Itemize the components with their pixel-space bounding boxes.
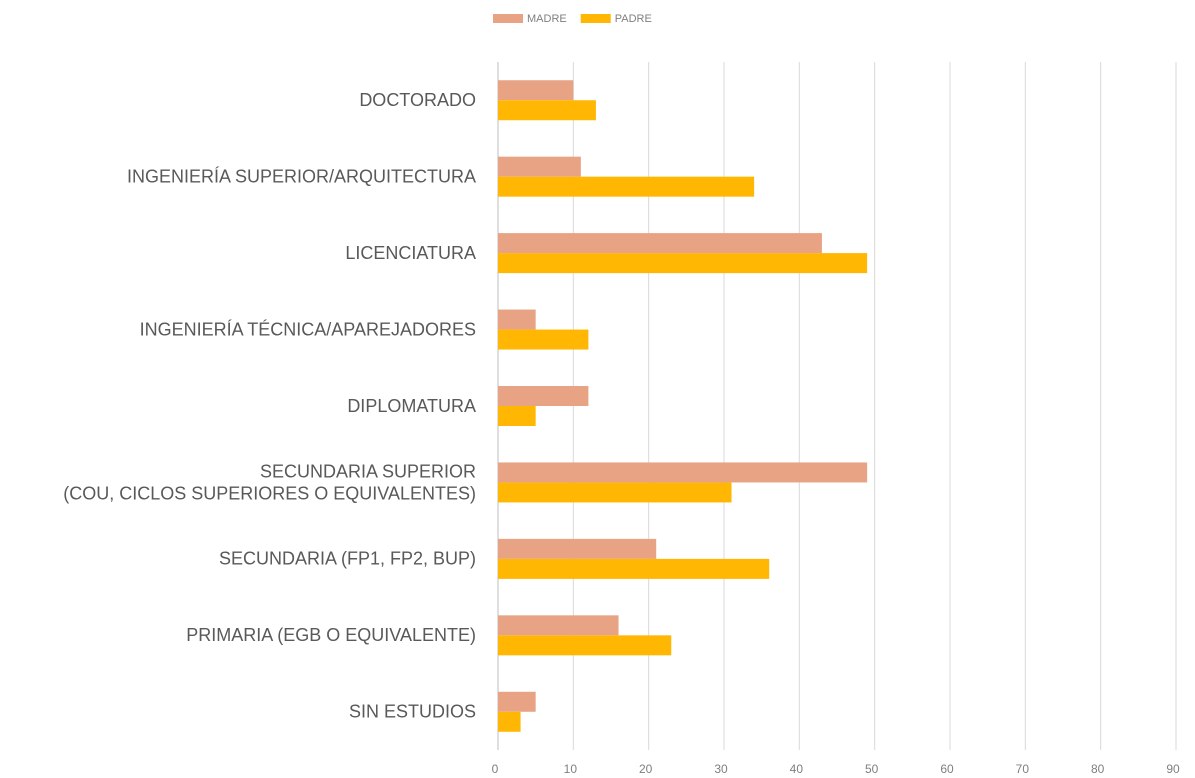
bar	[498, 635, 672, 656]
x-tick-label: 90	[1166, 762, 1180, 776]
bar	[498, 558, 770, 579]
category-label: SECUNDARIA SUPERIOR (COU, CICLOS SUPERIOR…	[63, 461, 476, 503]
bar	[498, 233, 822, 254]
category-label: PRIMARIA (EGB O EQUIVALENTE)	[186, 625, 476, 645]
category-label: LICENCIATURA	[345, 243, 476, 263]
bar	[498, 711, 521, 732]
bar	[498, 538, 657, 559]
category-label: SIN ESTUDIOS	[349, 702, 476, 722]
bar	[498, 462, 868, 483]
bar	[498, 100, 596, 121]
x-tick-label: 10	[564, 762, 578, 776]
x-tick-label: 80	[1091, 762, 1105, 776]
bar	[498, 309, 536, 330]
legend-swatch	[493, 14, 523, 23]
x-tick-label: 0	[492, 762, 499, 776]
bar	[498, 329, 589, 350]
x-tick-label: 30	[714, 762, 728, 776]
legend-label: MADRE	[527, 13, 567, 25]
bar	[498, 482, 732, 503]
category-label: SECUNDARIA (FP1, FP2, BUP)	[219, 549, 476, 569]
category-label: DOCTORADO	[359, 90, 476, 110]
x-tick-label: 40	[790, 762, 804, 776]
x-tick-label: 20	[639, 762, 653, 776]
bar	[498, 386, 589, 406]
legend-label: PADRE	[615, 13, 652, 25]
bar	[498, 253, 868, 274]
bar	[498, 406, 536, 426]
bar	[498, 156, 581, 177]
bar	[498, 615, 619, 636]
legend-swatch	[580, 14, 611, 23]
bar	[498, 176, 755, 197]
bar	[498, 80, 574, 101]
category-label: INGENIERÍA TÉCNICA/APAREJADORES	[140, 319, 476, 339]
category-label: INGENIERÍA SUPERIOR/ARQUITECTURA	[127, 166, 476, 186]
x-tick-label: 70	[1016, 762, 1030, 776]
bar	[498, 691, 536, 712]
x-tick-label: 50	[865, 762, 879, 776]
category-label: DIPLOMATURA	[347, 396, 476, 416]
x-tick-label: 60	[940, 762, 954, 776]
